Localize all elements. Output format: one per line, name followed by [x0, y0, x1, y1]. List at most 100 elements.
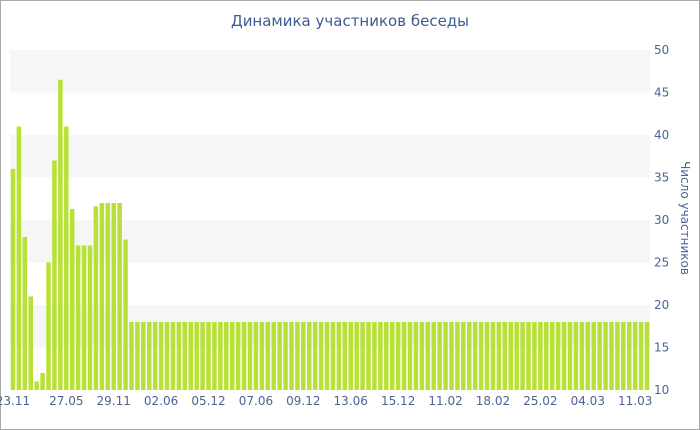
bar[interactable]: [69, 208, 75, 390]
bar[interactable]: [496, 322, 502, 390]
bar[interactable]: [573, 322, 579, 390]
bar[interactable]: [22, 237, 28, 390]
bar[interactable]: [64, 126, 69, 391]
bar[interactable]: [526, 322, 531, 390]
bar[interactable]: [419, 322, 425, 390]
bar[interactable]: [224, 322, 229, 390]
bar[interactable]: [235, 322, 241, 390]
bar[interactable]: [591, 322, 596, 390]
bar[interactable]: [561, 322, 567, 390]
bar[interactable]: [129, 322, 134, 390]
bar[interactable]: [40, 373, 45, 390]
bar[interactable]: [437, 322, 442, 390]
bar[interactable]: [514, 322, 519, 390]
bar[interactable]: [247, 322, 253, 390]
bar[interactable]: [407, 322, 413, 390]
bar[interactable]: [99, 203, 105, 390]
bar[interactable]: [538, 322, 543, 390]
bar[interactable]: [597, 322, 602, 390]
bar[interactable]: [532, 322, 537, 390]
bar[interactable]: [93, 206, 99, 390]
bar[interactable]: [555, 322, 561, 390]
bar[interactable]: [567, 322, 573, 390]
bar[interactable]: [52, 160, 57, 391]
bar[interactable]: [283, 322, 288, 390]
bar[interactable]: [603, 322, 608, 390]
bar[interactable]: [229, 322, 235, 390]
bar[interactable]: [289, 322, 294, 390]
bar[interactable]: [389, 322, 395, 390]
bar[interactable]: [366, 322, 371, 390]
bar[interactable]: [549, 322, 555, 390]
bar[interactable]: [135, 322, 140, 390]
bar[interactable]: [194, 322, 199, 390]
bar[interactable]: [34, 381, 39, 391]
bar[interactable]: [182, 322, 188, 390]
bar[interactable]: [105, 203, 111, 390]
bar[interactable]: [638, 322, 644, 390]
bar[interactable]: [81, 245, 87, 391]
bar[interactable]: [123, 239, 128, 390]
bar[interactable]: [384, 322, 389, 390]
bar[interactable]: [443, 322, 448, 390]
bar[interactable]: [271, 322, 276, 390]
bar[interactable]: [354, 322, 359, 390]
bar[interactable]: [75, 245, 81, 391]
bar[interactable]: [307, 322, 312, 390]
bar[interactable]: [609, 322, 614, 390]
bar[interactable]: [206, 322, 211, 390]
bar[interactable]: [378, 322, 383, 390]
bar[interactable]: [253, 322, 259, 390]
bar[interactable]: [28, 296, 33, 391]
bar[interactable]: [58, 79, 63, 390]
bar[interactable]: [425, 322, 431, 390]
bar[interactable]: [170, 322, 176, 390]
bar[interactable]: [336, 322, 342, 390]
bar[interactable]: [467, 322, 472, 390]
bar[interactable]: [16, 126, 22, 391]
bar[interactable]: [502, 322, 508, 390]
bar[interactable]: [241, 322, 247, 390]
bar[interactable]: [295, 322, 300, 390]
bar[interactable]: [544, 322, 549, 390]
bar[interactable]: [152, 322, 158, 390]
bar[interactable]: [265, 322, 271, 390]
bar[interactable]: [413, 322, 419, 390]
bar[interactable]: [632, 322, 638, 390]
bar[interactable]: [621, 322, 626, 390]
bar[interactable]: [508, 322, 513, 390]
bar[interactable]: [312, 322, 318, 390]
bar[interactable]: [10, 169, 16, 390]
bar[interactable]: [111, 203, 116, 390]
bar[interactable]: [348, 322, 353, 390]
bar[interactable]: [520, 322, 525, 390]
bar[interactable]: [431, 322, 436, 390]
bar[interactable]: [147, 322, 152, 390]
bar[interactable]: [461, 322, 466, 390]
bar[interactable]: [372, 322, 377, 390]
bar[interactable]: [615, 322, 620, 390]
bar[interactable]: [360, 322, 365, 390]
bar[interactable]: [484, 322, 490, 390]
bar[interactable]: [395, 322, 401, 390]
bar[interactable]: [46, 262, 51, 391]
bar[interactable]: [87, 245, 93, 391]
bar[interactable]: [644, 322, 650, 390]
bar[interactable]: [330, 322, 336, 390]
bar[interactable]: [277, 322, 282, 390]
bar[interactable]: [141, 322, 146, 390]
bar[interactable]: [627, 322, 632, 390]
bar[interactable]: [342, 322, 348, 390]
bar[interactable]: [401, 322, 407, 390]
bar[interactable]: [478, 322, 484, 390]
bar[interactable]: [164, 322, 170, 390]
bar[interactable]: [472, 322, 478, 390]
bar[interactable]: [318, 322, 324, 390]
bar[interactable]: [212, 322, 217, 390]
bar[interactable]: [579, 322, 585, 390]
bar[interactable]: [200, 322, 205, 390]
bar[interactable]: [449, 322, 454, 390]
bar[interactable]: [455, 322, 460, 390]
bar[interactable]: [218, 322, 223, 390]
bar[interactable]: [324, 322, 330, 390]
